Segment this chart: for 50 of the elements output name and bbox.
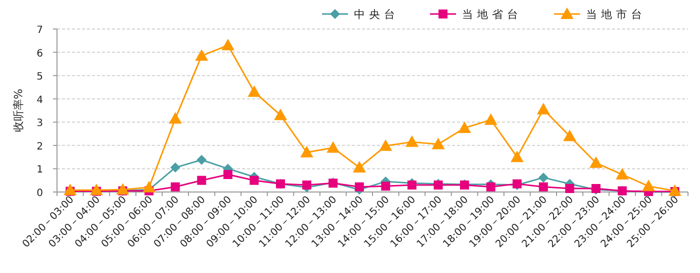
point bbox=[195, 49, 208, 61]
y-tick-label: 2 bbox=[36, 141, 43, 152]
legend-label: 当地市台 bbox=[586, 8, 646, 21]
point bbox=[250, 176, 259, 185]
point bbox=[248, 85, 261, 97]
point bbox=[589, 156, 602, 168]
point bbox=[432, 138, 445, 150]
point bbox=[642, 180, 656, 192]
point bbox=[196, 154, 207, 165]
point bbox=[458, 121, 472, 133]
point bbox=[197, 176, 206, 185]
y-axis-title: 收听率% bbox=[12, 88, 25, 132]
point bbox=[538, 182, 548, 192]
point bbox=[170, 182, 180, 192]
point bbox=[274, 108, 287, 120]
point bbox=[354, 182, 364, 192]
point bbox=[352, 161, 366, 173]
point bbox=[90, 184, 103, 196]
y-tick-label: 4 bbox=[36, 94, 43, 106]
point bbox=[379, 139, 392, 151]
point bbox=[64, 184, 77, 196]
point bbox=[510, 150, 524, 162]
point bbox=[565, 184, 574, 194]
point bbox=[381, 182, 390, 191]
point bbox=[302, 180, 312, 190]
y-tick-label: 7 bbox=[36, 25, 43, 36]
point bbox=[407, 180, 416, 190]
point bbox=[223, 170, 232, 180]
y-tick-label: 6 bbox=[36, 48, 43, 60]
point bbox=[168, 112, 182, 124]
point bbox=[538, 172, 548, 183]
point bbox=[405, 135, 418, 147]
y-tick-label: 5 bbox=[36, 72, 43, 83]
point bbox=[563, 130, 576, 142]
y-tick-label: 0 bbox=[36, 188, 43, 199]
legend-label: 当地省台 bbox=[462, 8, 522, 21]
legend-label: 中央台 bbox=[354, 8, 399, 21]
point bbox=[616, 168, 629, 180]
point bbox=[486, 182, 496, 192]
point bbox=[300, 146, 314, 158]
y-tick-label: 3 bbox=[36, 118, 43, 130]
point bbox=[170, 162, 180, 173]
point bbox=[484, 113, 498, 125]
point bbox=[116, 183, 130, 195]
point bbox=[326, 141, 340, 153]
point bbox=[221, 38, 234, 50]
point bbox=[142, 180, 156, 192]
point bbox=[668, 184, 682, 196]
y-tick-label: 1 bbox=[36, 164, 43, 176]
point bbox=[536, 102, 550, 114]
